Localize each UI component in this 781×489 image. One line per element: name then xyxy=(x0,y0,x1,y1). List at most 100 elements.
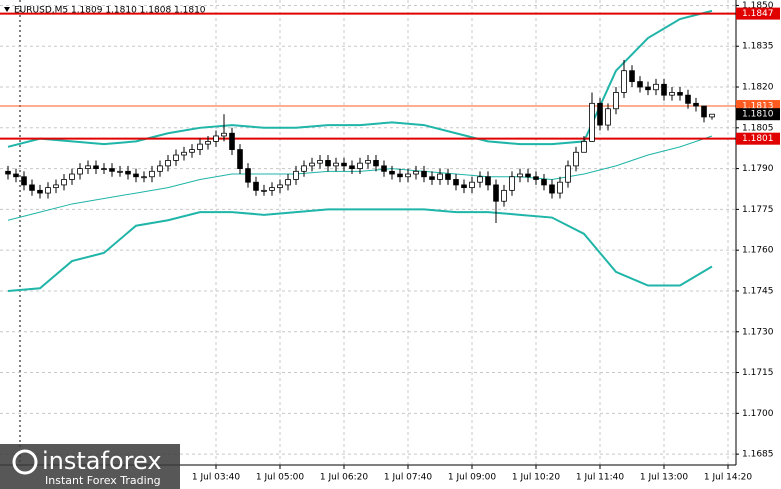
price-label-box xyxy=(736,108,780,121)
candle-body xyxy=(693,102,699,107)
candle-body xyxy=(493,184,499,202)
candle-body xyxy=(229,132,235,150)
candle-body xyxy=(581,141,587,153)
candle-body xyxy=(93,165,99,169)
candle-body xyxy=(29,184,35,191)
candle-body xyxy=(205,141,211,145)
candle-body xyxy=(293,170,299,180)
candle-body xyxy=(333,162,339,167)
y-tick-label: 1.1700 xyxy=(742,409,774,419)
candle-body xyxy=(365,160,371,164)
candle-body xyxy=(181,151,187,156)
candle-body xyxy=(629,70,635,82)
candle-body xyxy=(589,102,595,142)
candle-body xyxy=(437,173,443,180)
candle-body xyxy=(301,165,307,172)
candle-body xyxy=(269,187,275,191)
candle-body xyxy=(173,154,179,161)
candle-body xyxy=(237,149,243,169)
candle-body xyxy=(557,181,563,194)
candle-body xyxy=(421,170,427,178)
candle-body xyxy=(637,81,643,88)
candle-body xyxy=(5,170,11,175)
candle-body xyxy=(517,173,523,178)
band-line xyxy=(7,208,713,292)
grid xyxy=(0,0,736,465)
candle-body xyxy=(277,184,283,189)
candle-body xyxy=(45,187,51,194)
candle-body xyxy=(669,92,675,96)
candle-body xyxy=(661,83,667,96)
candle-body xyxy=(709,113,715,118)
chart-title: EURUSD,M5 1.1809 1.1810 1.1808 1.1810 xyxy=(14,6,206,16)
logo xyxy=(12,449,38,475)
x-tick-label: 1 Jul 11:40 xyxy=(576,473,625,483)
candle-body xyxy=(373,160,379,167)
candle-body xyxy=(309,162,315,167)
candle-body xyxy=(149,170,155,178)
candle-body xyxy=(429,176,435,180)
y-tick-label: 1.1820 xyxy=(742,83,774,93)
price-label: 1.1847 xyxy=(742,9,774,19)
y-tick-label: 1.1760 xyxy=(742,246,774,256)
y-tick-label: 1.1835 xyxy=(742,42,774,52)
y-tick-label: 1.1790 xyxy=(742,164,774,174)
candle-body xyxy=(461,184,467,189)
candle-body xyxy=(389,170,395,175)
candle-body xyxy=(213,135,219,142)
candle-body xyxy=(285,179,291,186)
price-label: 1.1801 xyxy=(742,134,774,144)
candle-body xyxy=(357,162,363,169)
candle-body xyxy=(597,102,603,126)
candle-body xyxy=(245,168,251,183)
candle-body xyxy=(685,94,691,104)
x-tick-label: 1 Jul 13:00 xyxy=(640,473,689,483)
candle-body xyxy=(189,149,195,153)
candle-body xyxy=(469,181,475,189)
candle-body xyxy=(141,176,147,179)
y-tick-label: 1.1730 xyxy=(742,327,774,337)
candle-body xyxy=(61,179,67,186)
x-tick-label: 1 Jul 05:00 xyxy=(256,473,305,483)
price-label-box xyxy=(736,7,780,20)
plot xyxy=(0,9,736,292)
x-tick-label: 1 Jul 06:20 xyxy=(320,473,369,483)
x-tick-label: 1 Jul 14:20 xyxy=(704,473,753,483)
candle-body xyxy=(37,189,43,194)
candle-body xyxy=(133,173,139,178)
price-label-box xyxy=(736,132,780,145)
x-tick-label: 1 Jul 07:40 xyxy=(384,473,433,483)
candle-body xyxy=(405,173,411,178)
candle-body xyxy=(605,108,611,126)
candle-body xyxy=(397,173,403,178)
candle-body xyxy=(197,143,203,150)
candle-body xyxy=(109,168,115,172)
candle-body xyxy=(261,189,267,192)
candle-body xyxy=(509,176,515,191)
x-tick-label: 1 Jul 09:00 xyxy=(448,473,497,483)
y-tick-label: 1.1685 xyxy=(742,450,774,460)
candle-body xyxy=(621,70,627,93)
candle-body xyxy=(525,173,531,178)
candle-body xyxy=(349,165,355,169)
candle-body xyxy=(69,173,75,180)
axis-labels: 1.1850 1.1835 1.1820 1.1805 1.1790 1.1775 1.17… xyxy=(192,1,780,483)
candle-body xyxy=(565,165,571,183)
x-tick-label: 1 Jul 03:40 xyxy=(192,473,241,483)
candle-body xyxy=(77,168,83,175)
y-tick-label: 1.1775 xyxy=(742,205,774,215)
watermark-tagline: Instant Forex Trading xyxy=(45,474,161,487)
menu-arrow[interactable] xyxy=(4,7,10,12)
candle-body xyxy=(533,176,539,180)
candle-body xyxy=(85,165,91,169)
candle-body xyxy=(325,160,331,167)
candle-body xyxy=(157,165,163,172)
candle-body xyxy=(13,173,19,178)
candle-body xyxy=(613,92,619,110)
candle-body xyxy=(701,105,707,118)
candle-body xyxy=(381,165,387,172)
candle-body xyxy=(253,181,259,191)
candle-body xyxy=(101,168,107,170)
